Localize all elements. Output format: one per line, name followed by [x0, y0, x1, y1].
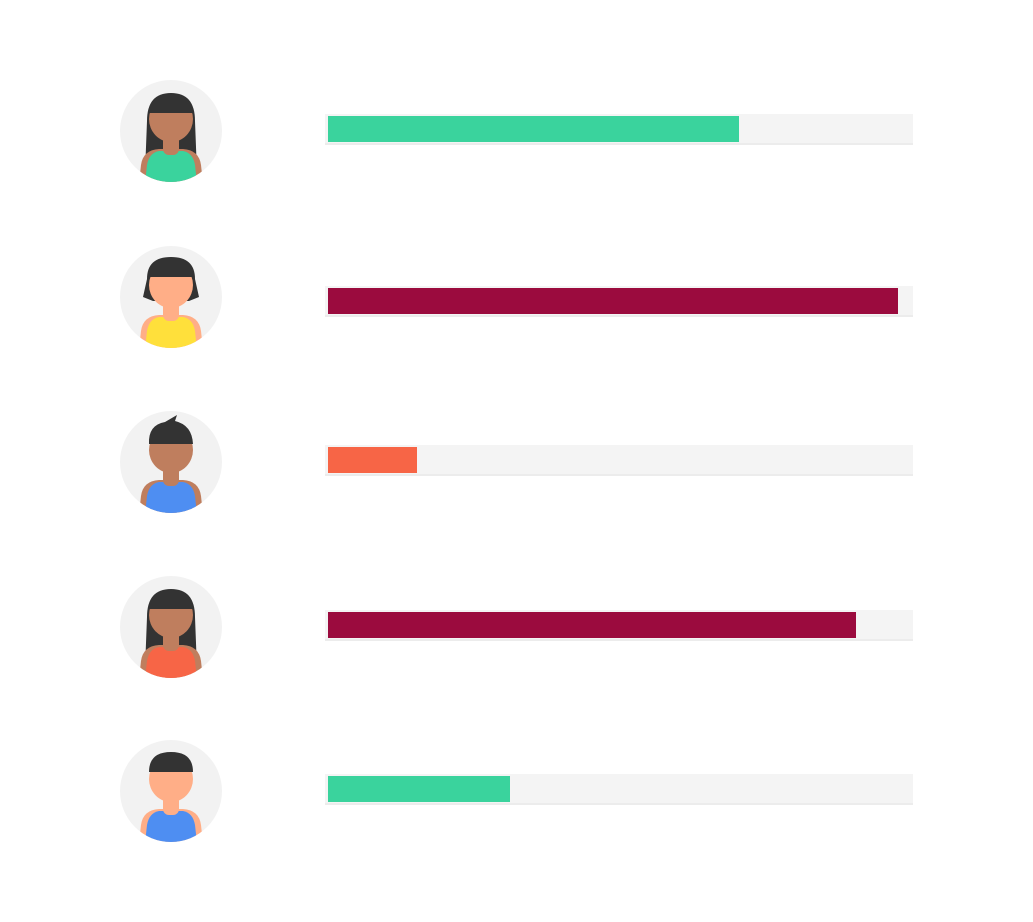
- progress-fill: [328, 776, 510, 802]
- progress-fill: [328, 447, 418, 473]
- progress-fill: [328, 288, 898, 314]
- avatar-figure: [139, 257, 203, 348]
- list-item: [0, 575, 1033, 679]
- shirt: [145, 811, 197, 842]
- list-item: [0, 245, 1033, 349]
- progress-fill: [328, 612, 856, 638]
- shirt: [145, 317, 197, 348]
- avatar-figure: [139, 752, 203, 842]
- woman-long-hair-avatar-icon: [120, 80, 222, 182]
- man-spiky-hair-avatar-icon: [120, 411, 222, 513]
- hair-top: [148, 415, 193, 444]
- woman-long-hair-avatar-icon: [120, 576, 222, 678]
- progress-track: [325, 610, 913, 641]
- woman-bob-hair-avatar-icon: [120, 246, 222, 348]
- hair-top: [149, 258, 193, 277]
- list-item: [0, 410, 1033, 514]
- shirt: [145, 647, 197, 678]
- avatar-figure: [139, 93, 203, 182]
- hair-top: [149, 752, 193, 772]
- progress-track: [325, 774, 913, 805]
- avatar-figure: [139, 415, 203, 513]
- shirt: [145, 482, 197, 513]
- progress-fill: [328, 116, 739, 142]
- avatar-figure: [139, 589, 203, 678]
- list-item: [0, 739, 1033, 843]
- progress-track: [325, 445, 913, 476]
- list-item: [0, 79, 1033, 183]
- progress-track: [325, 286, 913, 317]
- shirt: [145, 151, 197, 182]
- progress-track: [325, 114, 913, 145]
- hair-top: [149, 94, 193, 113]
- hair-top: [149, 590, 193, 609]
- man-short-hair-avatar-icon: [120, 740, 222, 842]
